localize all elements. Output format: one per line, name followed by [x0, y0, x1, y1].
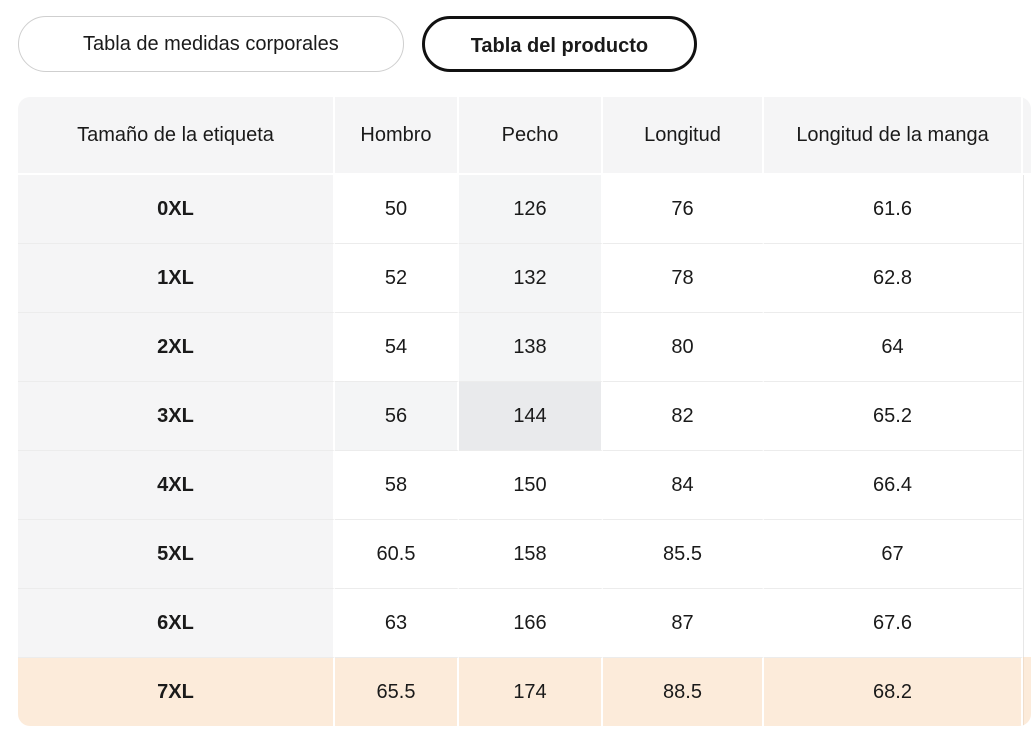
value-cell[interactable]: 62.8 — [764, 243, 1023, 312]
size-label-cell[interactable]: 2XL — [18, 312, 335, 381]
value-cell[interactable]: 150 — [459, 450, 603, 519]
value-cell[interactable]: 56 — [335, 381, 459, 450]
value-cell[interactable]: 67.6 — [764, 588, 1023, 657]
value-cell[interactable]: 166 — [459, 588, 603, 657]
value-cell[interactable]: 58 — [335, 450, 459, 519]
clipped-cell — [1023, 381, 1031, 450]
value-cell[interactable]: 132 — [459, 243, 603, 312]
clipped-cell — [1023, 519, 1031, 588]
value-cell[interactable]: 61.6 — [764, 175, 1023, 243]
size-table: Tamaño de la etiqueta Hombro Pecho Longi… — [18, 97, 1031, 726]
table-row-0xl: 0XL 50 126 76 61.6 — [18, 175, 1031, 243]
clipped-cell — [1023, 657, 1031, 726]
product-size-table[interactable]: Tamaño de la etiqueta Hombro Pecho Longi… — [18, 97, 1031, 726]
size-label-cell[interactable]: 6XL — [18, 588, 335, 657]
size-label-cell[interactable]: 1XL — [18, 243, 335, 312]
highlighted-value-cell[interactable]: 144 — [459, 381, 603, 450]
clipped-cell — [1023, 588, 1031, 657]
value-cell[interactable]: 126 — [459, 175, 603, 243]
column-header-label-size: Tamaño de la etiqueta — [18, 97, 335, 175]
value-cell[interactable]: 50 — [335, 175, 459, 243]
tab-product-table[interactable]: Tabla del producto — [421, 16, 698, 72]
clipped-cell — [1023, 243, 1031, 312]
size-label-cell[interactable]: 5XL — [18, 519, 335, 588]
value-cell[interactable]: 60.5 — [335, 519, 459, 588]
clipped-cell — [1023, 312, 1031, 381]
value-cell[interactable]: 64 — [764, 312, 1023, 381]
header-row: Tamaño de la etiqueta Hombro Pecho Longi… — [18, 97, 1031, 175]
value-cell[interactable]: 158 — [459, 519, 603, 588]
value-cell[interactable]: 66.4 — [764, 450, 1023, 519]
size-label-cell[interactable]: 0XL — [18, 175, 335, 243]
column-header-clipped — [1023, 97, 1031, 175]
value-cell[interactable]: 85.5 — [603, 519, 764, 588]
table-row-3xl: 3XL 56 144 82 65.2 — [18, 381, 1031, 450]
size-label-cell[interactable]: 7XL — [18, 657, 335, 726]
column-header-length: Longitud — [603, 97, 764, 175]
chart-type-tabs: Tabla de medidas corporales Tabla del pr… — [18, 16, 1036, 72]
value-cell[interactable]: 80 — [603, 312, 764, 381]
value-cell[interactable]: 82 — [603, 381, 764, 450]
value-cell[interactable]: 67 — [764, 519, 1023, 588]
value-cell[interactable]: 84 — [603, 450, 764, 519]
size-label-cell[interactable]: 3XL — [18, 381, 335, 450]
tab-body-measurements[interactable]: Tabla de medidas corporales — [18, 16, 404, 72]
table-row-2xl: 2XL 54 138 80 64 — [18, 312, 1031, 381]
value-cell[interactable]: 65.2 — [764, 381, 1023, 450]
value-cell[interactable]: 68.2 — [764, 657, 1023, 726]
table-row-1xl: 1XL 52 132 78 62.8 — [18, 243, 1031, 312]
column-header-chest: Pecho — [459, 97, 603, 175]
column-header-sleeve-length: Longitud de la manga — [764, 97, 1023, 175]
clipped-cell — [1023, 175, 1031, 243]
value-cell[interactable]: 88.5 — [603, 657, 764, 726]
clipped-cell — [1023, 450, 1031, 519]
column-header-shoulder: Hombro — [335, 97, 459, 175]
value-cell[interactable]: 76 — [603, 175, 764, 243]
value-cell[interactable]: 87 — [603, 588, 764, 657]
size-label-cell[interactable]: 4XL — [18, 450, 335, 519]
value-cell[interactable]: 174 — [459, 657, 603, 726]
value-cell[interactable]: 65.5 — [335, 657, 459, 726]
value-cell[interactable]: 52 — [335, 243, 459, 312]
table-row-5xl: 5XL 60.5 158 85.5 67 — [18, 519, 1031, 588]
value-cell[interactable]: 63 — [335, 588, 459, 657]
table-row-6xl: 6XL 63 166 87 67.6 — [18, 588, 1031, 657]
table-row-4xl: 4XL 58 150 84 66.4 — [18, 450, 1031, 519]
value-cell[interactable]: 78 — [603, 243, 764, 312]
value-cell[interactable]: 54 — [335, 312, 459, 381]
value-cell[interactable]: 138 — [459, 312, 603, 381]
table-row-7xl-highlighted: 7XL 65.5 174 88.5 68.2 — [18, 657, 1031, 726]
